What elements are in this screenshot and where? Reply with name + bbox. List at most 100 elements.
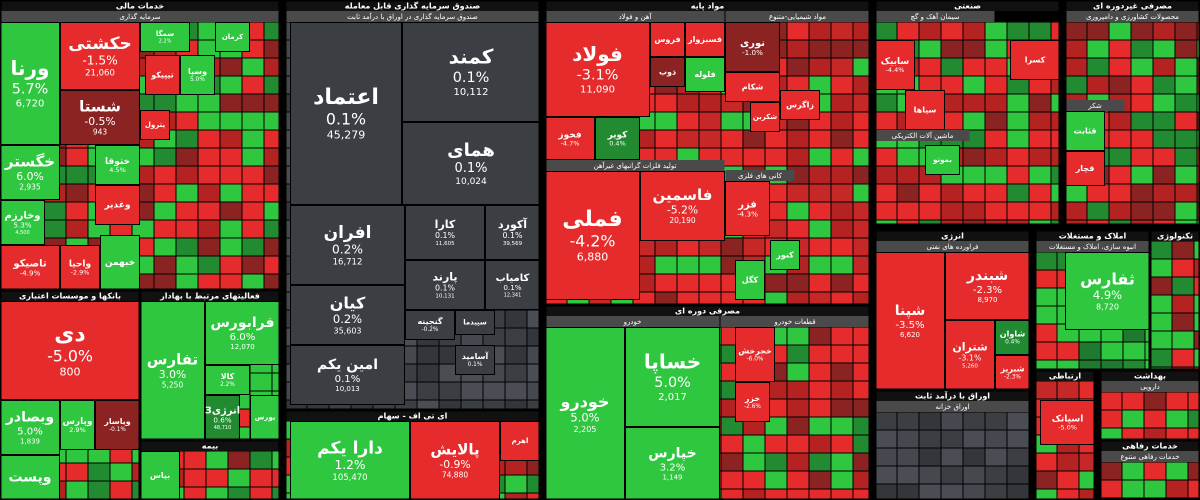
filler-tile	[721, 148, 743, 166]
section-header	[1035, 370, 1095, 381]
tile	[290, 22, 402, 205]
filler-tile	[264, 112, 280, 130]
tile-name: فاسمین	[653, 186, 713, 204]
tile-volume: 12,341	[504, 292, 522, 298]
filler-tile	[1194, 349, 1200, 367]
tile-volume: 12,070	[230, 343, 255, 351]
filler-tile	[1145, 342, 1150, 360]
tile-name: کسرا	[1025, 56, 1046, 65]
filler-tile	[1153, 148, 1175, 166]
filler-tile	[1175, 112, 1197, 130]
tile	[625, 427, 720, 500]
filler-tile	[809, 274, 831, 292]
filler-tile	[417, 382, 439, 400]
filler-tile	[1153, 94, 1175, 112]
filler-tile	[743, 238, 765, 256]
filler-tile	[853, 202, 870, 220]
tile-change: 0.2%	[333, 312, 362, 326]
filler-tile	[743, 471, 765, 489]
tile-change: -5.2%	[667, 203, 698, 216]
filler-tile	[831, 40, 853, 58]
tile-name: انرژی3	[205, 405, 240, 416]
filler-tile	[985, 202, 1007, 220]
filler-tile	[941, 430, 963, 448]
tile-volume: 11,605	[435, 241, 455, 247]
filler-tile	[985, 484, 1007, 500]
tile-name: سابیک	[881, 57, 910, 67]
filler-tile	[787, 489, 809, 500]
section-border	[874, 0, 1061, 226]
filler-tile	[875, 466, 897, 484]
tile-name: تاصیکو	[12, 258, 47, 269]
filler-tile	[1007, 166, 1029, 184]
section-title: تکنولوژی	[1157, 232, 1193, 241]
filler-tile	[1194, 259, 1200, 277]
filler-tile	[809, 327, 831, 345]
subsection-header	[545, 316, 720, 327]
filler-tile	[1153, 202, 1175, 220]
tile-name: افران	[324, 223, 372, 243]
filler-tile	[1172, 259, 1194, 277]
tile-change: 0.4%	[1005, 340, 1020, 346]
filler-tile	[897, 148, 919, 166]
filler-tile	[1079, 471, 1095, 489]
filler-tile	[1109, 166, 1131, 184]
filler-tile	[765, 417, 787, 435]
filler-tile	[875, 148, 897, 166]
tile-change: 1.2%	[335, 458, 366, 472]
filler-tile	[417, 364, 439, 382]
filler-tile	[1153, 184, 1175, 202]
section-title: فعالیتهای مرتبط با بهادار	[159, 292, 260, 301]
filler-tile	[919, 58, 941, 76]
filler-tile	[1035, 489, 1057, 500]
filler-tile	[198, 256, 220, 274]
filler-tile	[1188, 462, 1200, 480]
tile-name: ویاسار	[103, 417, 130, 426]
filler-tile	[66, 184, 88, 202]
filler-tile	[809, 76, 831, 94]
filler-tile	[220, 130, 242, 148]
filler-tile	[809, 453, 831, 471]
filler-tile	[853, 363, 870, 381]
filler-tile	[1100, 462, 1122, 480]
filler-tile	[132, 481, 140, 499]
filler-tile	[264, 40, 280, 58]
filler-tile	[1175, 220, 1197, 225]
filler-tile	[831, 112, 853, 130]
subsection-title: قطعات خودرو	[773, 318, 815, 326]
filler-tile	[919, 220, 941, 225]
tile-change: 0.1%	[502, 231, 523, 240]
filler-tile	[1144, 392, 1166, 410]
filler-tile	[505, 364, 527, 382]
filler-tile	[1035, 270, 1057, 288]
section-header	[285, 410, 540, 421]
filler-tile	[963, 484, 985, 500]
tile	[905, 90, 945, 130]
tile-change: -1.0%	[742, 48, 763, 57]
filler-tile	[985, 466, 1007, 484]
filler-tile	[1029, 148, 1051, 166]
tile-name: سپیدما	[463, 319, 487, 327]
filler-tile	[1188, 480, 1200, 498]
filler-tile	[831, 363, 853, 381]
filler-tile	[154, 94, 176, 112]
filler-tile	[184, 487, 206, 500]
filler-tile	[699, 130, 721, 148]
tile	[405, 260, 485, 310]
filler-tile	[1035, 252, 1057, 270]
filler-tile	[963, 220, 985, 225]
filler-tile	[809, 58, 831, 76]
filler-tile	[198, 148, 220, 166]
filler-tile	[831, 76, 853, 94]
filler-tile	[809, 148, 831, 166]
tile-change: -2.3%	[1004, 375, 1021, 381]
filler-tile	[154, 148, 176, 166]
filler-tile	[985, 112, 1007, 130]
filler-tile	[1100, 480, 1122, 498]
filler-tile	[853, 453, 870, 471]
tile	[735, 382, 770, 422]
subsection-header	[285, 11, 540, 22]
filler-tile	[1150, 277, 1172, 295]
filler-tile	[242, 166, 264, 184]
filler-tile	[1172, 241, 1194, 259]
